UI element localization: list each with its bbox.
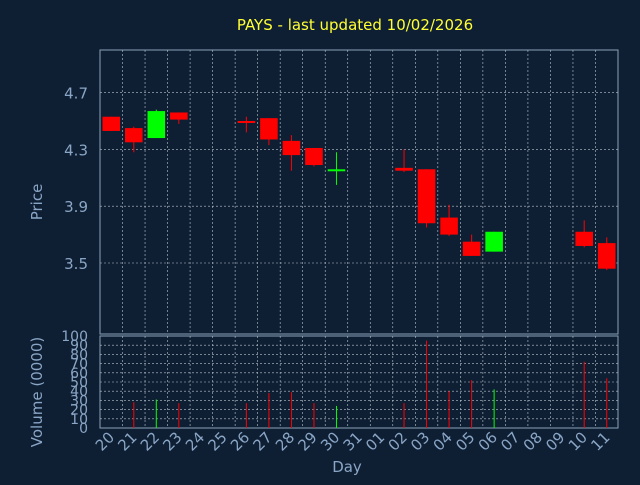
candle-body [124, 128, 143, 143]
candle-body [417, 169, 436, 224]
x-axis-label: Day [332, 458, 362, 476]
volume-tick-label: 90 [70, 338, 88, 354]
volume-tick-label: 30 [70, 393, 88, 409]
price-panel-frame [99, 49, 619, 335]
candle-body [597, 243, 616, 269]
candle-body [440, 217, 458, 235]
volume-tick-label: 100 [61, 329, 88, 345]
volume-axis-label: Volume (0000) [28, 337, 46, 447]
candle-body [485, 231, 503, 252]
price-tick-label: 4.3 [64, 141, 88, 159]
volume-tick-label: 80 [70, 347, 88, 363]
candle-body [327, 169, 346, 172]
candle-body [237, 121, 256, 123]
candle-body [260, 118, 278, 140]
volume-tick-label: 40 [70, 384, 88, 400]
volume-tick-label: 10 [70, 412, 88, 428]
price-tick-label: 3.5 [64, 255, 88, 273]
volume-tick-label: 20 [70, 403, 88, 419]
chart-title: PAYS - last updated 10/02/2026 [237, 16, 473, 34]
x-tick-label: 11 [587, 428, 613, 454]
price-tick-label: 4.7 [64, 85, 88, 103]
candle-body [282, 140, 301, 156]
volume-tick-label: 70 [70, 357, 88, 373]
candle-body [575, 231, 594, 246]
candle-body [305, 147, 323, 166]
candle-body [102, 116, 121, 131]
volume-tick-label: 0 [79, 421, 88, 437]
volume-tick-label: 60 [70, 366, 88, 382]
candle-body [462, 241, 481, 256]
candle-body [147, 111, 166, 139]
price-axis-label: Price [28, 184, 46, 221]
candle-body [395, 167, 413, 171]
candle-body [170, 112, 188, 120]
volume-tick-label: 50 [70, 375, 88, 391]
price-tick-label: 3.9 [64, 198, 88, 216]
